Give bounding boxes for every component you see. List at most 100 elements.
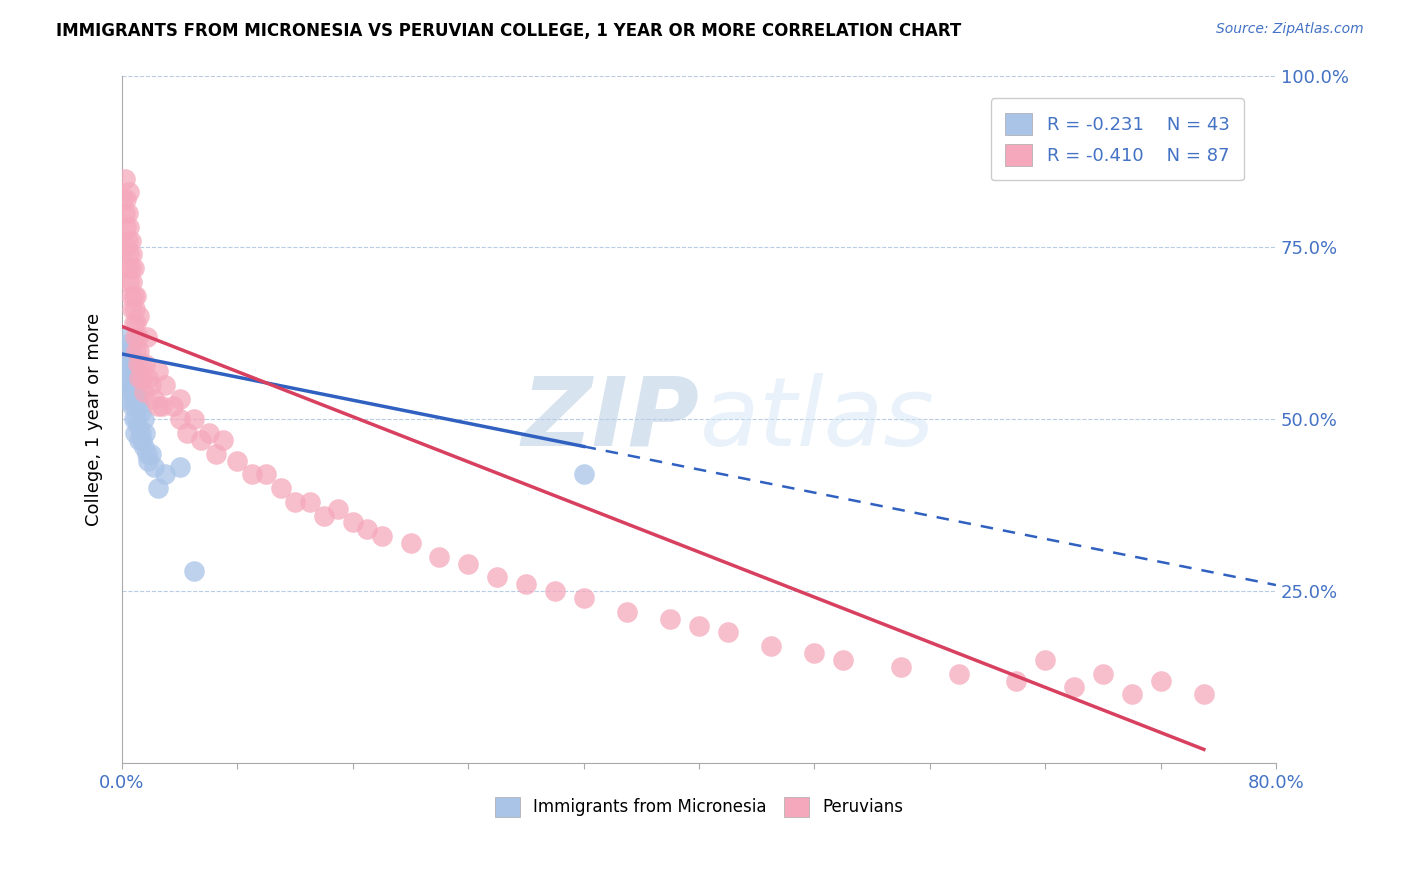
Point [890,660,912,674]
Point [254,467,277,482]
Y-axis label: College, 1 year or more: College, 1 year or more [86,313,103,526]
Point [342,516,364,530]
Point [115,219,138,234]
Point [134,357,156,371]
Point [370,529,392,543]
Point [948,666,970,681]
Point [142,460,165,475]
Point [125,316,148,330]
Point [240,467,263,482]
Point [118,186,141,200]
Point [122,412,145,426]
Point [572,591,595,606]
Point [121,357,143,371]
Point [688,618,710,632]
Point [114,371,136,385]
Point [162,399,184,413]
Point [122,288,145,302]
Point [129,426,152,441]
Legend: Immigrants from Micronesia, Peruvians: Immigrants from Micronesia, Peruvians [488,790,910,823]
Point [121,399,143,413]
Point [115,364,138,378]
Text: Source: ZipAtlas.com: Source: ZipAtlas.com [1216,22,1364,37]
Point [139,378,162,392]
Point [1063,681,1085,695]
Point [120,261,142,276]
Point [120,384,142,399]
Point [572,467,595,482]
Point [1005,673,1028,688]
Point [125,364,148,378]
Point [183,564,205,578]
Point [486,570,509,584]
Point [114,171,136,186]
Point [117,357,139,371]
Point [146,364,169,378]
Point [139,447,162,461]
Point [146,399,169,413]
Text: ZIP: ZIP [522,373,699,466]
Point [124,399,146,413]
Point [124,426,146,441]
Point [1149,673,1171,688]
Point [515,577,537,591]
Point [356,522,378,536]
Point [134,426,156,441]
Point [270,481,292,495]
Point [115,192,138,206]
Point [128,433,150,447]
Point [127,419,149,434]
Point [1121,687,1143,701]
Point [120,371,142,385]
Point [118,247,141,261]
Point [132,440,155,454]
Point [114,206,136,220]
Point [118,378,141,392]
Point [115,240,138,254]
Point [128,343,150,358]
Point [183,412,205,426]
Point [135,330,157,344]
Point [121,247,143,261]
Point [121,275,143,289]
Point [125,288,148,302]
Point [803,646,825,660]
Point [659,612,682,626]
Point [197,426,219,441]
Text: atlas: atlas [699,373,934,466]
Point [117,336,139,351]
Point [129,405,152,419]
Point [616,605,638,619]
Point [427,549,450,564]
Point [132,384,155,399]
Point [118,219,141,234]
Point [128,399,150,413]
Point [155,378,177,392]
Point [127,357,149,371]
Point [127,330,149,344]
Point [112,192,135,206]
Point [115,392,138,406]
Point [131,371,153,385]
Point [122,364,145,378]
Point [1091,666,1114,681]
Point [169,412,191,426]
Point [122,392,145,406]
Point [122,261,145,276]
Point [312,508,335,523]
Point [128,371,150,385]
Point [118,330,141,344]
Point [128,309,150,323]
Point [131,433,153,447]
Point [169,392,191,406]
Point [135,447,157,461]
Point [204,447,226,461]
Point [132,412,155,426]
Point [121,378,143,392]
Point [118,275,141,289]
Point [328,501,350,516]
Point [120,234,142,248]
Point [125,412,148,426]
Point [717,625,740,640]
Point [118,351,141,365]
